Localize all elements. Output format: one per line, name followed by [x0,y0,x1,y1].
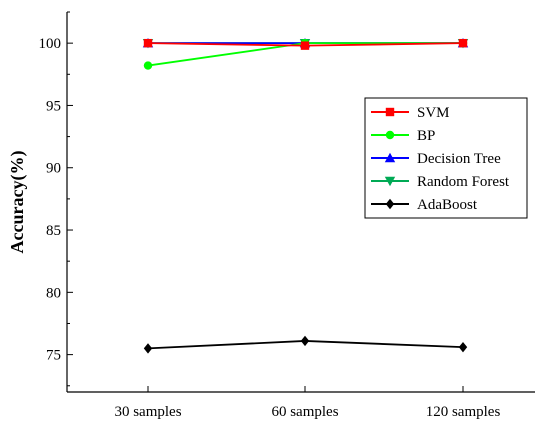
data-point [143,61,153,70]
y-tick-label: 95 [46,98,61,114]
legend-label: BP [417,128,435,144]
legend-marker [385,107,395,117]
data-point [300,41,310,50]
legend-label: Random Forest [417,174,510,190]
y-axis-title: Accuracy(%) [7,151,28,254]
data-point [300,335,310,347]
data-point [458,341,468,353]
plot-area [142,37,469,354]
legend-label: SVM [417,105,450,121]
x-tick-label: 60 samples [271,404,338,420]
axes: 75 80 85 90 95 100 30 samples 60 samples 120 sam… [7,11,535,420]
y-tick-label: 90 [46,161,61,177]
y-tick-label: 75 [46,348,61,364]
legend-marker [384,176,396,187]
data-point [143,38,153,48]
legend-marker [384,152,396,163]
legend: SVM BP Decision Tree Random Forest AdaBoost [364,97,528,219]
x-tick-label: 30 samples [114,404,181,420]
x-tick-label: 120 samples [426,404,501,420]
legend-label: Decision Tree [417,151,501,167]
data-point [458,38,468,48]
y-tick-label: 100 [39,36,62,52]
legend-marker [385,130,395,140]
data-point [143,343,153,354]
legend-marker [385,198,395,210]
y-tick-label: 80 [46,285,61,301]
y-tick-label: 85 [46,223,61,239]
legend-label: AdaBoost [417,197,478,213]
